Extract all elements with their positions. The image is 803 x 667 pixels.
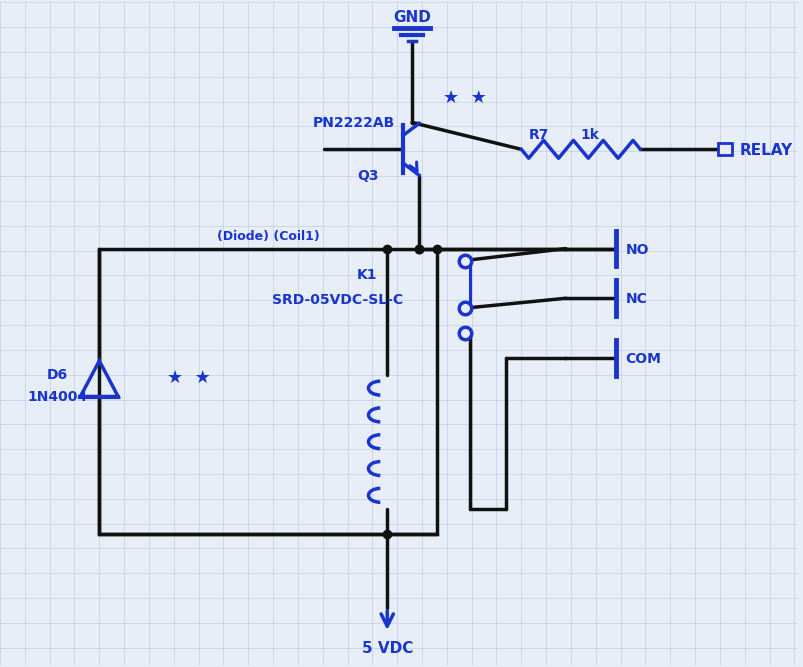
Text: NO: NO	[625, 243, 648, 257]
Text: D6: D6	[47, 368, 68, 382]
Text: ★  ★: ★ ★	[166, 369, 210, 387]
Text: SRD-05VDC-SL-C: SRD-05VDC-SL-C	[271, 293, 402, 307]
Text: ★  ★: ★ ★	[442, 89, 486, 107]
Text: 5 VDC: 5 VDC	[361, 641, 413, 656]
Text: (Diode) (Coil1): (Diode) (Coil1)	[217, 229, 319, 243]
Text: NC: NC	[625, 292, 646, 306]
Text: R7: R7	[528, 129, 549, 143]
Text: COM: COM	[625, 352, 661, 366]
Text: K1: K1	[357, 268, 377, 282]
Text: PN2222AB: PN2222AB	[312, 117, 394, 131]
Bar	[99, 249, 436, 534]
Text: GND: GND	[393, 10, 430, 25]
Text: 1N4004: 1N4004	[27, 390, 88, 404]
Text: 1k: 1k	[580, 129, 599, 143]
Bar	[717, 143, 731, 155]
Text: RELAY: RELAY	[739, 143, 792, 158]
Text: Q3: Q3	[357, 169, 378, 183]
